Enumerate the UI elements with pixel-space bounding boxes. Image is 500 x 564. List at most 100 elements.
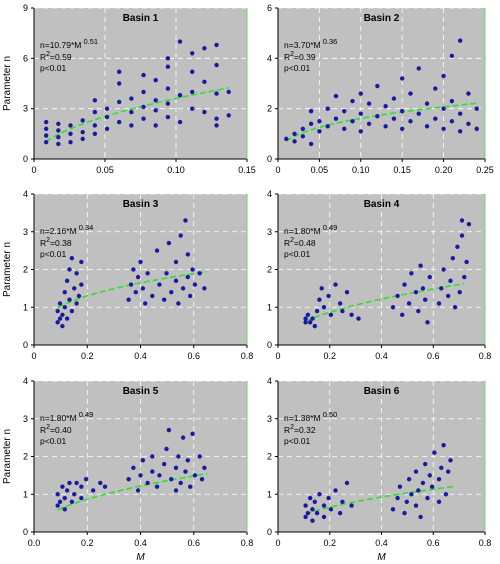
data-point	[305, 510, 311, 516]
data-point	[319, 286, 324, 291]
panel-title: Basin 1	[123, 13, 159, 24]
data-point	[153, 123, 158, 128]
data-point	[459, 218, 465, 223]
data-point	[441, 106, 446, 111]
data-point	[408, 91, 413, 96]
data-point	[165, 64, 171, 69]
data-point	[436, 499, 442, 504]
r-squared-value: =0.32	[294, 425, 316, 435]
data-point	[333, 116, 339, 121]
data-point	[90, 488, 96, 493]
data-point	[64, 316, 70, 321]
data-point	[76, 293, 82, 299]
data-point	[340, 308, 345, 314]
data-point	[164, 271, 169, 276]
data-point	[333, 93, 339, 99]
data-point	[416, 111, 421, 116]
y-tick-label: 3	[267, 414, 272, 424]
r-squared: R2=0.39	[284, 51, 316, 62]
data-point	[126, 476, 131, 482]
fit-equation: n=3.70*M 0.36	[284, 37, 337, 50]
data-point	[43, 119, 49, 125]
data-point	[188, 484, 193, 489]
y-axis-label: Parameter n	[2, 242, 13, 297]
r-squared: R2=0.40	[40, 424, 72, 435]
data-point	[131, 465, 136, 471]
y-tick-label: 0	[23, 527, 28, 537]
data-point	[344, 480, 350, 486]
y-axis-label: Parameter n	[2, 429, 13, 484]
plot-area	[34, 8, 247, 159]
data-point	[197, 454, 202, 459]
data-point	[429, 484, 435, 489]
data-point	[400, 108, 405, 114]
data-point	[57, 301, 63, 306]
data-point	[178, 233, 183, 238]
data-point	[79, 495, 84, 501]
data-point	[448, 278, 453, 284]
data-point	[57, 499, 63, 504]
data-point	[169, 289, 174, 295]
data-point	[459, 233, 465, 238]
data-point	[342, 126, 347, 131]
data-point	[157, 282, 162, 287]
data-point	[62, 495, 67, 501]
data-point	[303, 316, 308, 321]
panel-title: Basin 3	[123, 199, 159, 210]
data-point	[55, 503, 60, 508]
data-point	[409, 271, 414, 276]
data-point	[92, 123, 98, 128]
data-point	[165, 56, 171, 61]
data-point	[202, 286, 207, 291]
data-point	[56, 128, 61, 133]
y-tick-label: 2	[23, 452, 28, 462]
data-point	[439, 465, 444, 471]
y-tick-label: 4	[267, 376, 272, 386]
data-point	[56, 141, 61, 147]
data-point	[140, 286, 146, 291]
r-squared-sup: 2	[290, 51, 294, 58]
data-point	[79, 259, 84, 265]
y-tick-label: 0	[23, 154, 28, 164]
data-point	[135, 488, 141, 493]
y-tick-label: 4	[23, 376, 28, 386]
data-point	[79, 484, 84, 489]
data-point	[55, 320, 60, 325]
data-point	[150, 293, 155, 299]
data-point	[450, 255, 455, 261]
data-point	[64, 488, 70, 493]
y-tick-label: 0	[267, 340, 272, 350]
data-point	[448, 458, 453, 463]
data-point	[185, 274, 191, 280]
data-point	[64, 278, 70, 284]
data-point	[43, 126, 49, 131]
data-point	[312, 499, 317, 504]
data-point	[56, 121, 61, 126]
x-tick-label: 0.15	[393, 165, 411, 175]
data-point	[358, 91, 363, 96]
r-squared-value: =0.48	[294, 238, 316, 248]
data-point	[457, 289, 462, 295]
data-point	[190, 69, 195, 74]
data-point	[180, 435, 186, 440]
panel-title: Basin 5	[123, 386, 159, 397]
data-point	[117, 119, 122, 125]
data-point	[57, 316, 63, 321]
fit-equation-base: n=2.16*M	[40, 226, 77, 236]
data-point	[413, 289, 419, 295]
y-tick-label: 3	[267, 227, 272, 237]
y-tick-label: 3	[23, 104, 28, 114]
y-tick-label: 2	[23, 265, 28, 275]
data-point	[321, 503, 327, 508]
data-point	[214, 91, 219, 96]
data-point	[350, 119, 355, 124]
data-point	[439, 286, 444, 291]
data-point	[197, 271, 202, 276]
y-tick-label: 6	[23, 53, 28, 63]
x-tick-label: 0.6	[187, 351, 200, 361]
data-point	[178, 480, 183, 486]
x-tick-label: 0.4	[375, 538, 388, 548]
r-squared-sup: 2	[46, 237, 50, 244]
r-squared-label: R	[284, 52, 290, 62]
